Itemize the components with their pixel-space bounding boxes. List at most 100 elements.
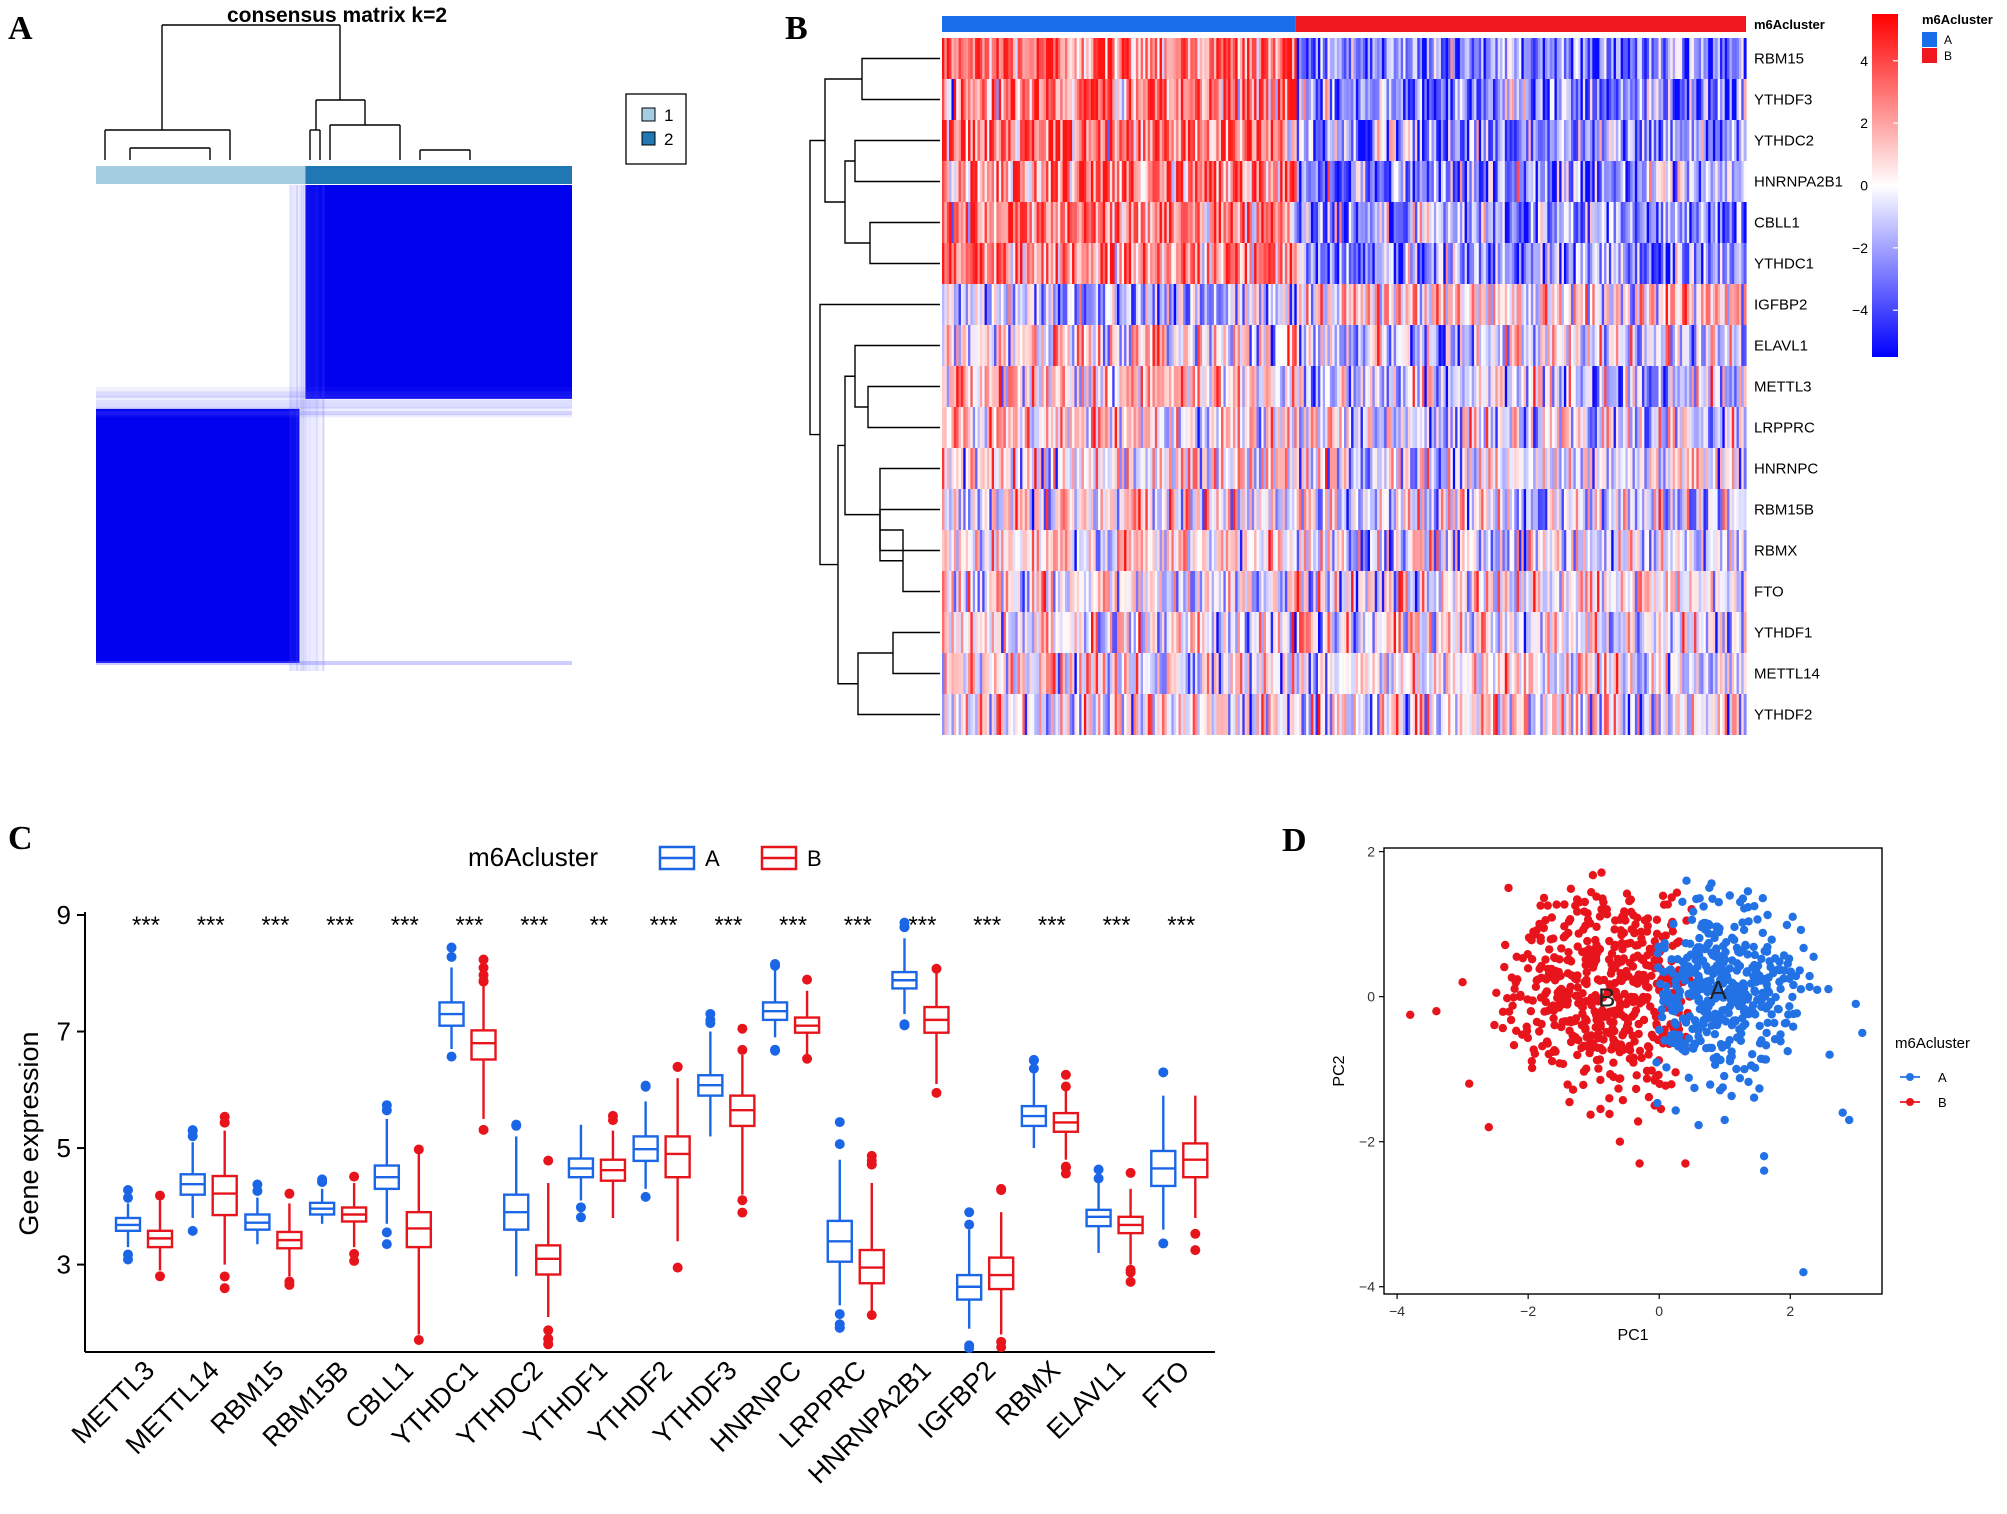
heatmap-cell [1348, 448, 1352, 489]
heatmap-cell [1514, 120, 1518, 161]
heatmap-cell [1518, 120, 1522, 161]
heatmap-cell [1102, 120, 1106, 161]
heatmap-cell [1514, 407, 1518, 448]
heatmap-cell [1308, 325, 1312, 366]
heatmap-cell [1599, 325, 1603, 366]
heatmap-cell [1216, 612, 1220, 653]
heatmap-cell [1124, 366, 1128, 407]
heatmap-cell [1606, 202, 1610, 243]
heatmap-cell [1296, 407, 1300, 448]
heatmap-cell [1478, 530, 1482, 571]
heatmap-cell [949, 243, 953, 284]
heatmap-cell [1265, 530, 1269, 571]
heatmap-cell [1623, 79, 1626, 120]
heatmap-cell [1712, 284, 1716, 325]
heatmap-cell [965, 407, 969, 448]
heatmap-cell [1601, 325, 1605, 366]
heatmap-cell [1277, 571, 1281, 612]
heatmap-cell [1405, 407, 1409, 448]
heatmap-cell [1554, 243, 1558, 284]
heatmap-cell [1620, 325, 1624, 366]
heatmap-cell [1083, 571, 1087, 612]
heatmap-cell [1180, 325, 1184, 366]
heatmap-cell [1615, 325, 1619, 366]
heatmap-cell [1566, 202, 1570, 243]
heatmap-cell [1079, 366, 1083, 407]
heatmap-cell [1034, 530, 1038, 571]
heatmap-cell [1116, 120, 1120, 161]
heatmap-cell [1476, 489, 1480, 530]
heatmap-cell [1625, 243, 1629, 284]
heatmap-cell [1308, 530, 1312, 571]
heatmap-cell [1242, 407, 1246, 448]
heatmap-cell [1677, 366, 1681, 407]
heatmap-cell [1606, 325, 1610, 366]
heatmap-cell [1656, 202, 1660, 243]
heatmap-cell [1492, 284, 1496, 325]
heatmap-cell [1152, 161, 1156, 202]
heatmap-cell [1329, 284, 1333, 325]
heatmap-cell [1599, 530, 1603, 571]
heatmap-cell [1053, 284, 1057, 325]
heatmap-cell [1041, 366, 1045, 407]
heatmap-cell [956, 202, 960, 243]
heatmap-cell [1121, 407, 1125, 448]
heatmap-cell [1086, 407, 1090, 448]
heatmap-cell [1455, 38, 1459, 79]
heatmap-cell [1440, 407, 1444, 448]
heatmap-cell [965, 161, 969, 202]
heatmap-cell [1161, 366, 1165, 407]
heatmap-cell [1660, 571, 1664, 612]
heatmap-cell [1691, 161, 1695, 202]
heatmap-cell [1710, 366, 1714, 407]
heatmap-cell [1611, 448, 1615, 489]
heatmap-cell [1353, 79, 1357, 120]
matrix-noise-row [96, 393, 572, 396]
heatmap-cell [1535, 489, 1539, 530]
heatmap-cell [1367, 366, 1371, 407]
heatmap-cell [1495, 79, 1499, 120]
heatmap-cell [1105, 612, 1109, 653]
heatmap-cell [1679, 120, 1683, 161]
heatmap-cell [1703, 448, 1707, 489]
heatmap-cell [1374, 243, 1378, 284]
heatmap-cell [1634, 120, 1638, 161]
heatmap-cell [1187, 120, 1191, 161]
heatmap-cell [1589, 407, 1593, 448]
heatmap-cell [1150, 612, 1154, 653]
heatmap-cell [1738, 202, 1742, 243]
heatmap-cell [1644, 284, 1648, 325]
heatmap-cell [1192, 571, 1196, 612]
heatmap-cell [1088, 161, 1092, 202]
heatmap-cell [1422, 120, 1425, 161]
heatmap-cell [1327, 38, 1331, 79]
heatmap-cell [1083, 448, 1087, 489]
heatmap-cell [1691, 284, 1695, 325]
heatmap-cell [1150, 284, 1154, 325]
heatmap-cell [982, 161, 986, 202]
heatmap-cell [1379, 284, 1383, 325]
heatmap-cell [1407, 243, 1411, 284]
heatmap-cell [1183, 530, 1187, 571]
heatmap-cell [1204, 202, 1208, 243]
heatmap-cell [963, 407, 967, 448]
heatmap-cell [1400, 489, 1404, 530]
heatmap-cell [1353, 38, 1357, 79]
heatmap-cell [1667, 243, 1671, 284]
heatmap-cell [1057, 612, 1061, 653]
heatmap-cell [1344, 284, 1347, 325]
heatmap-cell [1504, 161, 1508, 202]
heatmap-cell [1114, 448, 1118, 489]
heatmap-cell [1001, 489, 1005, 530]
heatmap-cell [1159, 407, 1163, 448]
heatmap-cell [1587, 489, 1591, 530]
heatmap-cell [951, 79, 955, 120]
heatmap-cell [1351, 530, 1355, 571]
heatmap-cell [1419, 325, 1423, 366]
heatmap-cell [1173, 79, 1177, 120]
heatmap-cell [1258, 120, 1262, 161]
heatmap-cell [1743, 489, 1747, 530]
heatmap-cell [1024, 202, 1028, 243]
heatmap-cell [1251, 120, 1255, 161]
heatmap-cell [1294, 202, 1298, 243]
